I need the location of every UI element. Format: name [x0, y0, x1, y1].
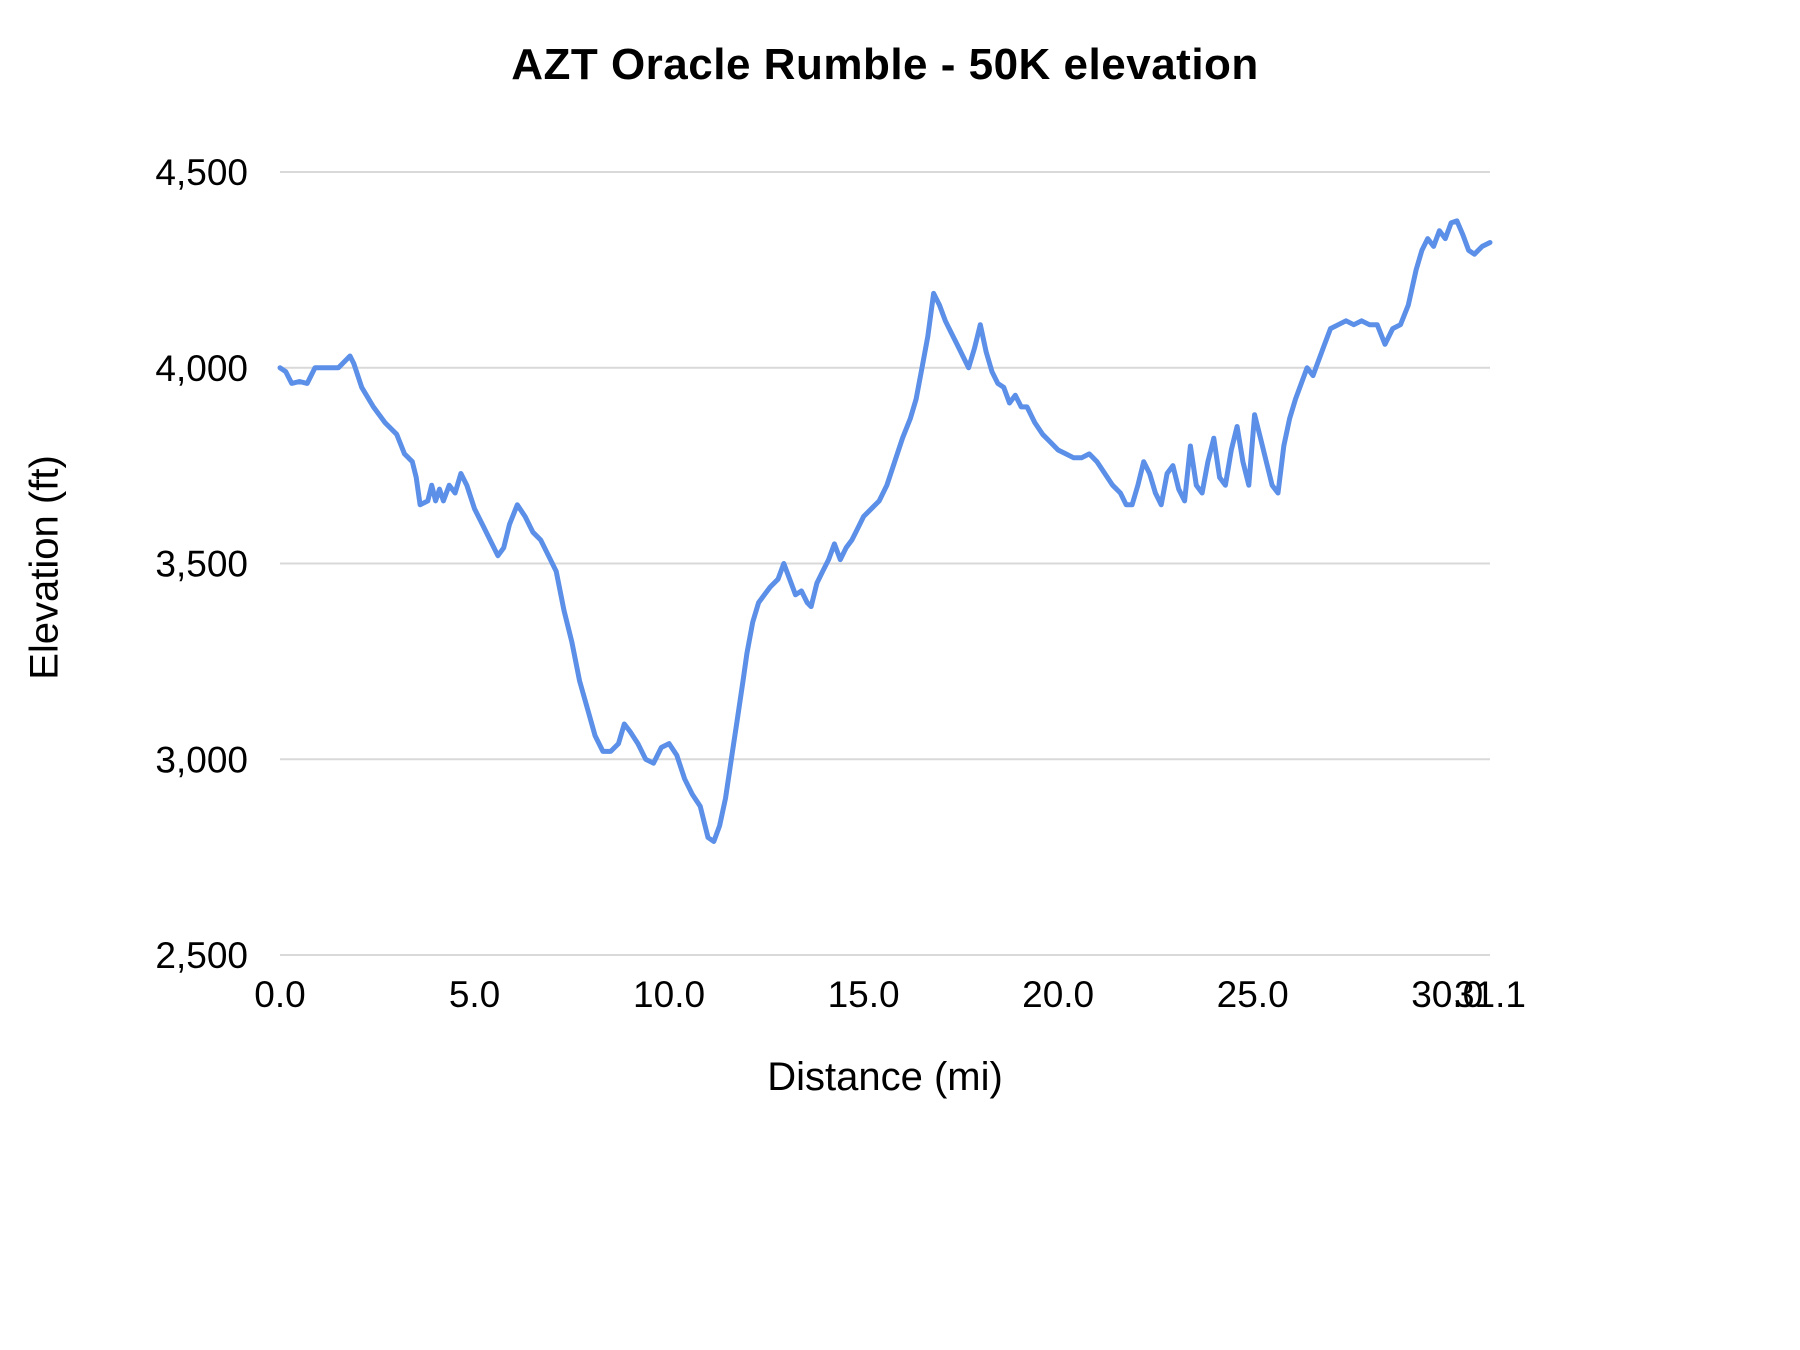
y-axis-label: Elevation (ft)	[22, 455, 67, 680]
elevation-series-line	[277, 218, 1493, 844]
x-tick-label: 5.0	[449, 974, 500, 1015]
x-tick-label: 30.0	[1411, 974, 1483, 1015]
x-axis-label: Distance (mi)	[767, 1055, 1003, 1099]
x-tick-label: 31.1	[1454, 974, 1526, 1015]
x-tick-label: 15.0	[828, 974, 900, 1015]
y-tick-label: 4,000	[155, 348, 248, 389]
x-tick-label: 10.0	[633, 974, 705, 1015]
y-tick-label: 4,500	[155, 152, 248, 193]
chart-title: AZT Oracle Rumble - 50K elevation	[511, 40, 1259, 89]
x-tick-label: 20.0	[1022, 974, 1094, 1015]
y-tick-label: 3,500	[155, 544, 248, 585]
y-tick-label: 3,000	[155, 739, 248, 780]
y-tick-label: 2,500	[155, 935, 248, 976]
x-tick-label: 0.0	[254, 974, 305, 1015]
x-tick-label: 25.0	[1217, 974, 1289, 1015]
